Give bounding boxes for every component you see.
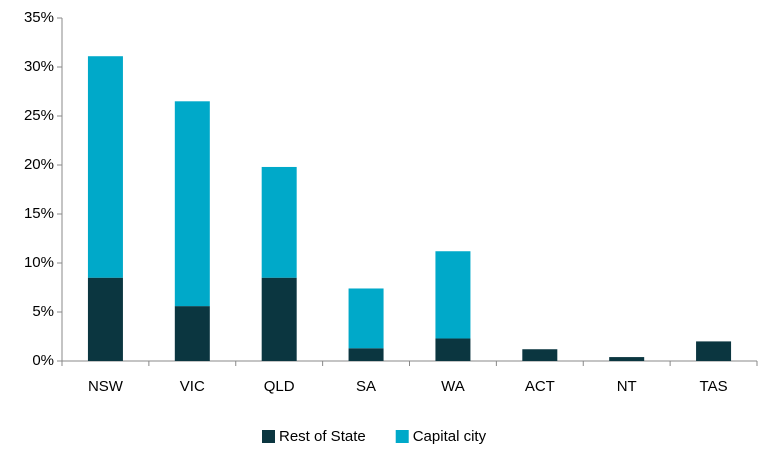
x-tick-label: WA (441, 378, 465, 395)
bar-segment (261, 166, 297, 278)
y-tick-label: 10% (24, 254, 54, 271)
legend-swatch (395, 430, 409, 443)
x-tick-label: VIC (180, 378, 205, 395)
bar-segment (348, 288, 384, 349)
legend-label: Capital city (413, 428, 487, 445)
x-tick-label: ACT (525, 378, 555, 395)
bar-segment (174, 101, 210, 307)
bar-segment (87, 56, 123, 278)
y-tick-label: 25% (24, 107, 54, 124)
y-tick-label: 0% (32, 352, 54, 369)
bar-segment (435, 251, 471, 339)
y-tick-label: 30% (24, 58, 54, 75)
y-tick-label: 35% (24, 9, 54, 26)
bar-segment (696, 341, 732, 361)
bar-segment (435, 338, 471, 361)
x-tick-label: TAS (700, 378, 728, 395)
y-tick-label: 5% (32, 303, 54, 320)
x-tick-label: NSW (88, 378, 124, 395)
bar-segment (261, 277, 297, 361)
x-tick-label: QLD (264, 378, 295, 395)
legend-swatch (262, 430, 275, 443)
y-tick-label: 20% (24, 156, 54, 173)
bar-segment (609, 357, 645, 361)
bar-segment (522, 349, 558, 361)
legend-label: Rest of State (279, 428, 366, 445)
bar-segment (87, 277, 123, 361)
bar-segment (174, 306, 210, 361)
y-tick-label: 15% (24, 205, 54, 222)
bar-segment (348, 348, 384, 361)
x-tick-label: NT (617, 378, 637, 395)
x-tick-label: SA (356, 378, 376, 395)
